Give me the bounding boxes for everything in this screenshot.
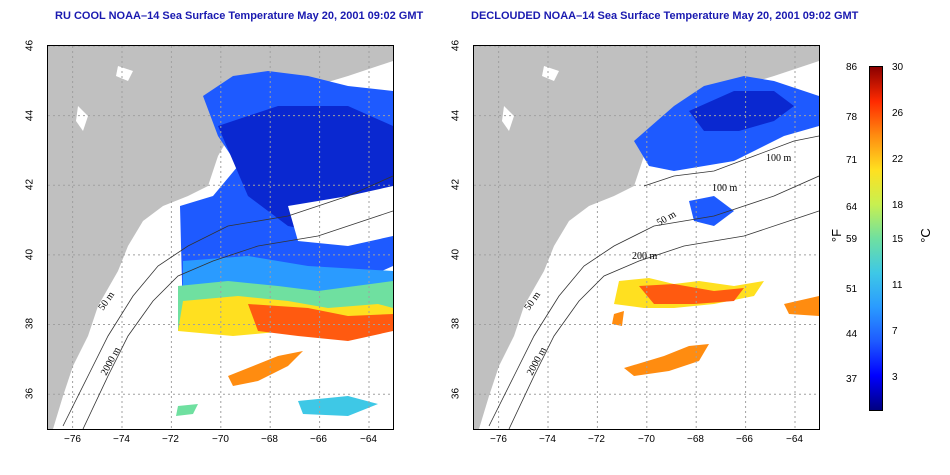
x-tick: −72 <box>162 434 179 445</box>
bathymetry-contour <box>488 175 819 427</box>
contour-label-2000m: 2000 m <box>99 345 123 377</box>
y-tick: 36 <box>24 387 36 400</box>
long-island <box>569 214 624 228</box>
sst-gulf-stream <box>248 304 393 341</box>
x-tick: −76 <box>490 434 507 445</box>
y-tick: 36 <box>450 387 462 400</box>
fahrenheit-tick: 64 <box>846 202 858 213</box>
x-tick: −72 <box>588 434 605 445</box>
right-sst-map: 50 m 2000 m 200 m 50 m 100 m 100 m <box>473 45 820 430</box>
sst-patch <box>784 296 819 316</box>
y-tick: 40 <box>24 248 36 261</box>
celsius-tick: 7 <box>892 326 898 337</box>
y-tick: 38 <box>450 317 462 330</box>
x-tick: −68 <box>261 434 278 445</box>
x-tick: −74 <box>113 434 130 445</box>
y-tick: 40 <box>450 248 462 261</box>
sst-warm-eddy <box>624 344 709 376</box>
y-tick: 42 <box>24 178 36 191</box>
contour-label-200m: 200 m <box>632 251 658 262</box>
fahrenheit-tick: 51 <box>846 284 858 295</box>
celsius-tick: 11 <box>892 280 903 291</box>
x-tick: −70 <box>212 434 229 445</box>
sst-patch <box>612 311 624 326</box>
x-tick: −74 <box>539 434 556 445</box>
temperature-colorbar <box>869 66 883 411</box>
coastline-land <box>48 46 393 429</box>
celsius-tick: 18 <box>892 200 904 211</box>
x-tick: −66 <box>736 434 753 445</box>
left-map-title: RU COOL NOAA–14 Sea Surface Temperature … <box>55 10 424 22</box>
fahrenheit-tick: 37 <box>846 374 858 385</box>
contour-label-100m-north: 100 m <box>766 153 792 164</box>
celsius-unit-label: °C <box>917 228 933 243</box>
y-tick: 44 <box>450 109 462 122</box>
bathymetry-contour <box>643 135 819 187</box>
cloud-mask <box>288 186 393 246</box>
celsius-tick: 3 <box>892 372 898 383</box>
x-tick: −64 <box>360 434 377 445</box>
x-tick: −76 <box>64 434 81 445</box>
sst-eddy <box>176 404 198 416</box>
fahrenheit-tick: 86 <box>846 62 858 73</box>
contour-label-50m-shelf: 50 m <box>655 209 678 229</box>
celsius-tick: 15 <box>892 234 904 245</box>
x-tick: −64 <box>786 434 803 445</box>
sst-eddy <box>298 396 378 416</box>
fahrenheit-tick: 59 <box>846 234 858 245</box>
x-tick: −66 <box>310 434 327 445</box>
grid-lines <box>474 46 819 429</box>
right-map-title: DECLOUDED NOAA–14 Sea Surface Temperatur… <box>471 10 859 22</box>
x-tick: −70 <box>638 434 655 445</box>
contour-label-2000m: 2000 m <box>525 345 549 377</box>
left-sst-map: 50 m 2000 m <box>47 45 394 430</box>
bathymetry-contour <box>508 210 819 429</box>
celsius-tick: 22 <box>892 154 904 165</box>
lake <box>502 106 514 131</box>
sst-warm-eddy <box>228 351 303 386</box>
y-tick: 46 <box>450 39 462 52</box>
x-tick: −68 <box>687 434 704 445</box>
lake <box>542 66 559 81</box>
lake <box>116 66 133 81</box>
bathymetry-contour <box>62 175 393 427</box>
celsius-tick: 30 <box>892 62 904 73</box>
contour-label-100m: 100 m <box>712 183 738 194</box>
y-tick: 42 <box>450 178 462 191</box>
y-tick: 46 <box>24 39 36 52</box>
lake <box>76 106 88 131</box>
y-tick: 44 <box>24 109 36 122</box>
fahrenheit-unit-label: °F <box>829 228 845 243</box>
right-map-canvas: 50 m 2000 m 200 m 50 m 100 m 100 m <box>474 46 819 429</box>
coastline-land <box>474 46 819 429</box>
bathymetry-contour <box>82 210 393 429</box>
fahrenheit-tick: 44 <box>846 329 858 340</box>
grid-lines <box>48 46 393 429</box>
sst-deep-cold <box>689 91 794 131</box>
sst-gulf-stream <box>639 284 744 304</box>
fahrenheit-tick: 71 <box>846 155 858 166</box>
celsius-tick: 26 <box>892 108 904 119</box>
left-map-canvas: 50 m 2000 m <box>48 46 393 429</box>
fahrenheit-tick: 78 <box>846 112 858 123</box>
y-tick: 38 <box>24 317 36 330</box>
